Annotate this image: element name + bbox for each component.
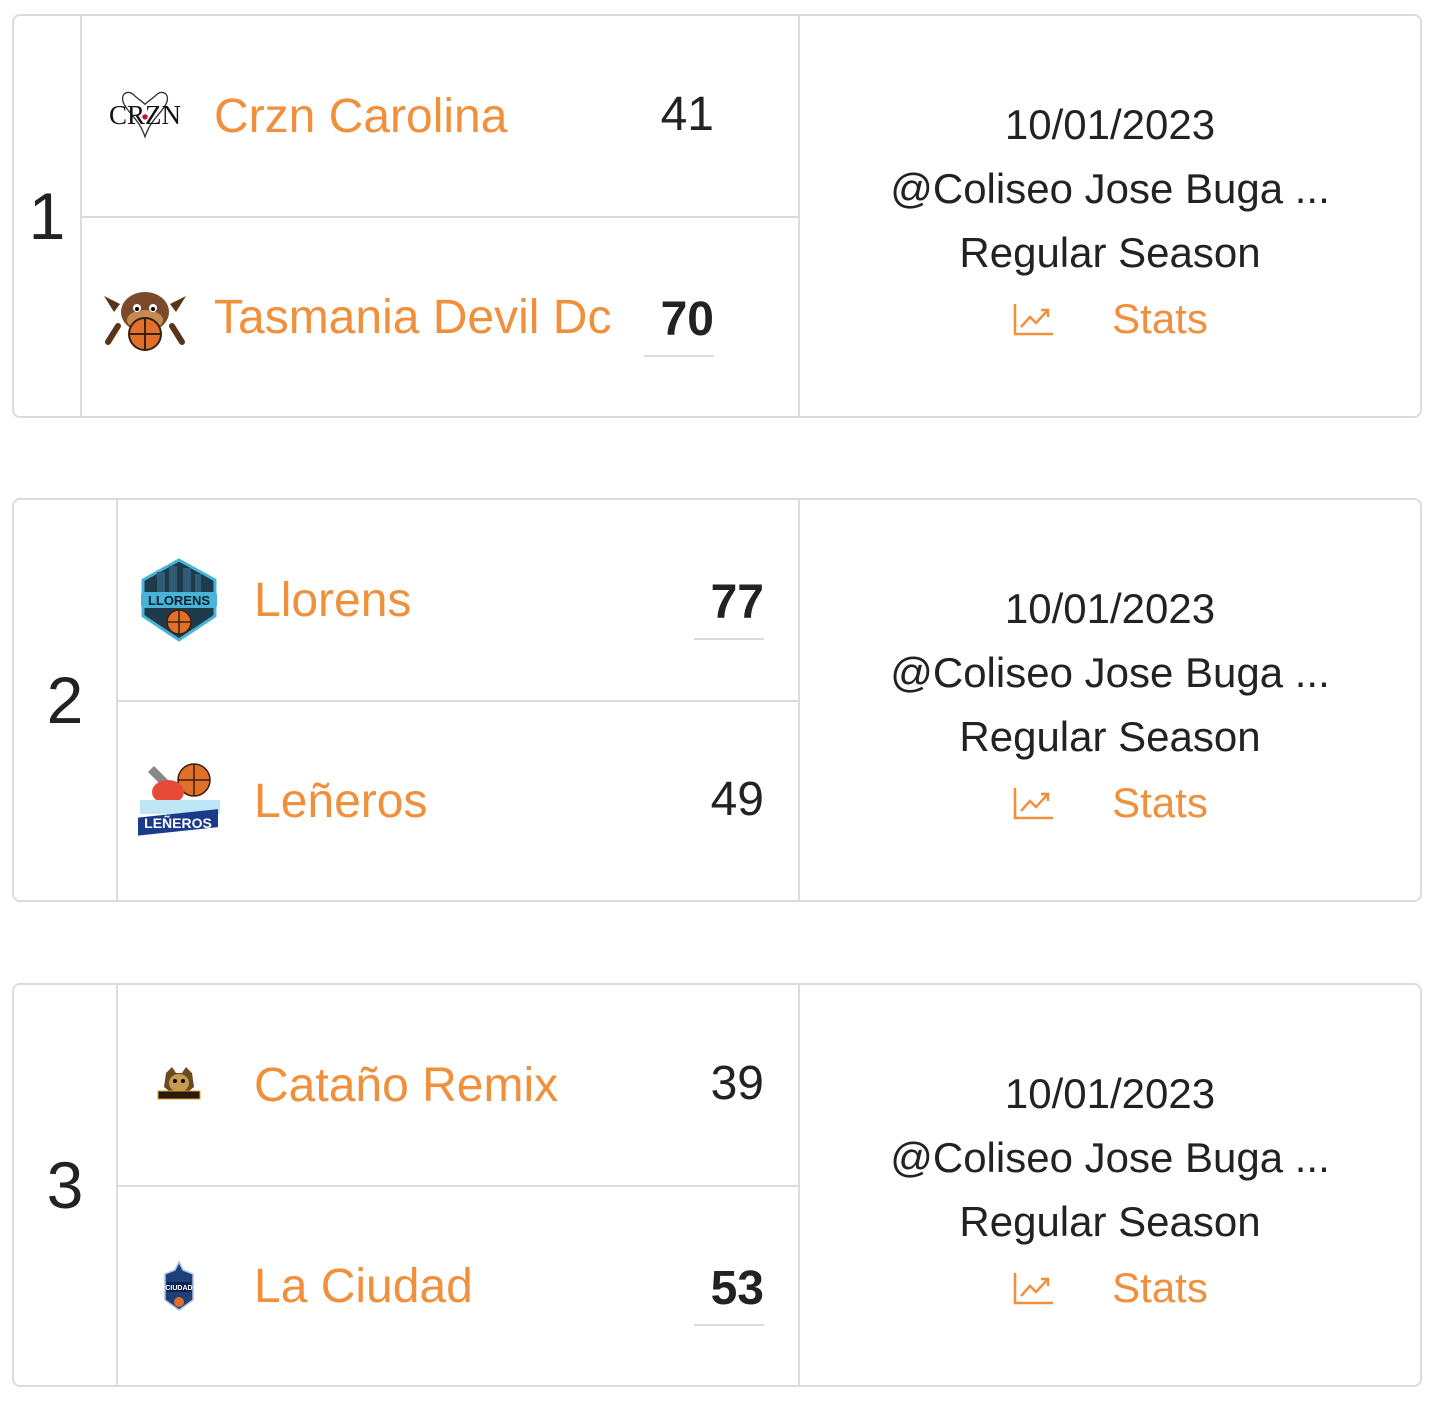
game-number: 3: [14, 985, 118, 1385]
svg-text:LLORENS: LLORENS: [148, 593, 210, 608]
game-card: 1 CRZN Crzn Carolina 41: [12, 14, 1422, 418]
game-date: 10/01/2023: [1004, 585, 1216, 632]
svg-text:CIUDAD: CIUDAD: [165, 1285, 192, 1292]
game-date: 10/01/2023: [1004, 101, 1216, 148]
game-teams: LLORENS Llorens 77 LEÑEROS: [118, 500, 800, 900]
stats-label: Stats: [1112, 295, 1208, 342]
team-row-home: CRZN Crzn Carolina 41: [82, 16, 798, 216]
team-row-away: CIUDAD La Ciudad 53: [118, 1185, 798, 1385]
game-date: 10/01/2023: [1004, 1070, 1216, 1117]
team-name-link[interactable]: Tasmania Devil Dc: [214, 290, 612, 344]
game-card: 3 Cataño Remix 39 CIUDAD: [12, 983, 1422, 1387]
team-name-link[interactable]: La Ciudad: [254, 1259, 473, 1313]
game-venue: @Coliseo Jose Buga ...: [890, 1134, 1330, 1181]
team-row-away: LEÑEROS Leñeros 49: [118, 700, 798, 900]
tasmanian-devil-logo[interactable]: [100, 272, 190, 362]
svg-text:LEÑEROS: LEÑEROS: [144, 814, 212, 831]
team-name-link[interactable]: Leñeros: [254, 774, 428, 828]
team-row-home: LLORENS Llorens 77: [118, 500, 798, 700]
leneros-logo[interactable]: LEÑEROS: [134, 756, 224, 846]
team-score: 77: [694, 575, 764, 640]
game-season: Regular Season: [959, 713, 1261, 760]
team-score: 39: [710, 1056, 764, 1110]
stats-link[interactable]: Stats: [1012, 779, 1208, 827]
trending-up-chart-icon: [1013, 788, 1054, 820]
stats-link[interactable]: Stats: [1012, 1264, 1208, 1312]
team-score: 53: [694, 1261, 764, 1326]
team-score: 70: [644, 292, 714, 357]
game-season: Regular Season: [959, 229, 1261, 276]
game-season: Regular Season: [959, 1198, 1261, 1245]
llorens-logo[interactable]: LLORENS: [134, 555, 224, 645]
team-row-away: Tasmania Devil Dc 70: [82, 216, 798, 416]
team-name-link[interactable]: Llorens: [254, 573, 412, 627]
trending-up-chart-icon: [1013, 1273, 1054, 1305]
crzn-logo[interactable]: CRZN: [100, 71, 190, 161]
game-details: 10/01/2023 @Coliseo Jose Buga ... Regula…: [800, 500, 1420, 900]
stats-label: Stats: [1112, 779, 1208, 826]
catano-remix-logo[interactable]: [134, 1040, 224, 1130]
game-details: 10/01/2023 @Coliseo Jose Buga ... Regula…: [800, 985, 1420, 1385]
game-details: 10/01/2023 @Coliseo Jose Buga ... Regula…: [800, 16, 1420, 416]
game-teams: CRZN Crzn Carolina 41 Tas: [82, 16, 800, 416]
team-score: 49: [710, 772, 764, 826]
game-venue: @Coliseo Jose Buga ...: [890, 165, 1330, 212]
stats-label: Stats: [1112, 1264, 1208, 1311]
game-venue: @Coliseo Jose Buga ...: [890, 649, 1330, 696]
team-score: 41: [660, 87, 714, 141]
game-number: 1: [14, 16, 82, 416]
game-number: 2: [14, 500, 118, 900]
stats-link[interactable]: Stats: [1012, 295, 1208, 343]
game-card: 2 LLORENS Llorens 77: [12, 498, 1422, 902]
la-ciudad-logo[interactable]: CIUDAD: [134, 1241, 224, 1331]
team-row-home: Cataño Remix 39: [118, 985, 798, 1185]
team-name-link[interactable]: Cataño Remix: [254, 1058, 559, 1112]
team-name-link[interactable]: Crzn Carolina: [214, 89, 508, 143]
game-teams: Cataño Remix 39 CIUDAD La Ciudad 53: [118, 985, 800, 1385]
trending-up-chart-icon: [1013, 304, 1054, 336]
